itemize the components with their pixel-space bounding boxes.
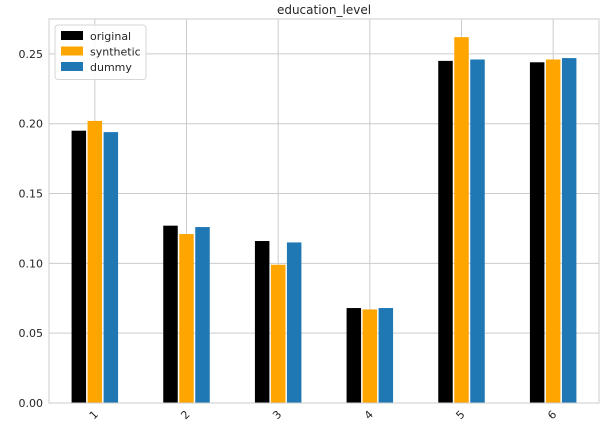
- bar-synthetic-2: [179, 234, 194, 403]
- bar-dummy-4: [378, 308, 394, 403]
- y-tick-label: 0.20: [19, 118, 44, 131]
- bar-dummy-1: [103, 132, 119, 403]
- bars: [71, 37, 577, 404]
- bar-dummy-5: [470, 59, 485, 404]
- legend-swatch-original: [61, 31, 83, 40]
- y-tick-label: 0.05: [19, 327, 44, 340]
- y-axis-ticks: 0.00 0.05 0.10 0.15 0.20 0.25: [19, 48, 44, 410]
- legend-swatch-dummy: [61, 62, 83, 71]
- bar-original-6: [529, 62, 545, 404]
- legend-label-dummy: dummy: [90, 61, 132, 74]
- bar-dummy-2: [195, 227, 210, 403]
- y-tick-label: 0.10: [19, 257, 44, 270]
- bar-synthetic-4: [362, 309, 378, 403]
- bar-original-3: [254, 241, 270, 403]
- bar-dummy-6: [561, 58, 577, 404]
- bar-synthetic-1: [87, 120, 103, 404]
- legend-label-synthetic: synthetic: [90, 46, 141, 59]
- bar-synthetic-5: [454, 37, 469, 403]
- y-tick-label: 0.00: [19, 397, 44, 410]
- legend-label-original: original: [90, 30, 131, 43]
- legend-swatch-synthetic: [61, 46, 83, 56]
- legend: original synthetic dummy: [54, 24, 147, 80]
- plot-frame: [48, 18, 600, 404]
- bar-original-1: [71, 130, 87, 403]
- y-tick-label: 0.25: [19, 48, 44, 61]
- bar-original-4: [346, 308, 362, 403]
- chart-title: education_level: [277, 3, 371, 17]
- y-tick-label: 0.15: [19, 188, 44, 201]
- bar-original-5: [438, 60, 453, 404]
- bar-synthetic-3: [270, 264, 286, 403]
- bar-original-2: [163, 225, 178, 403]
- bar-dummy-3: [286, 242, 302, 403]
- bar-synthetic-6: [545, 59, 561, 404]
